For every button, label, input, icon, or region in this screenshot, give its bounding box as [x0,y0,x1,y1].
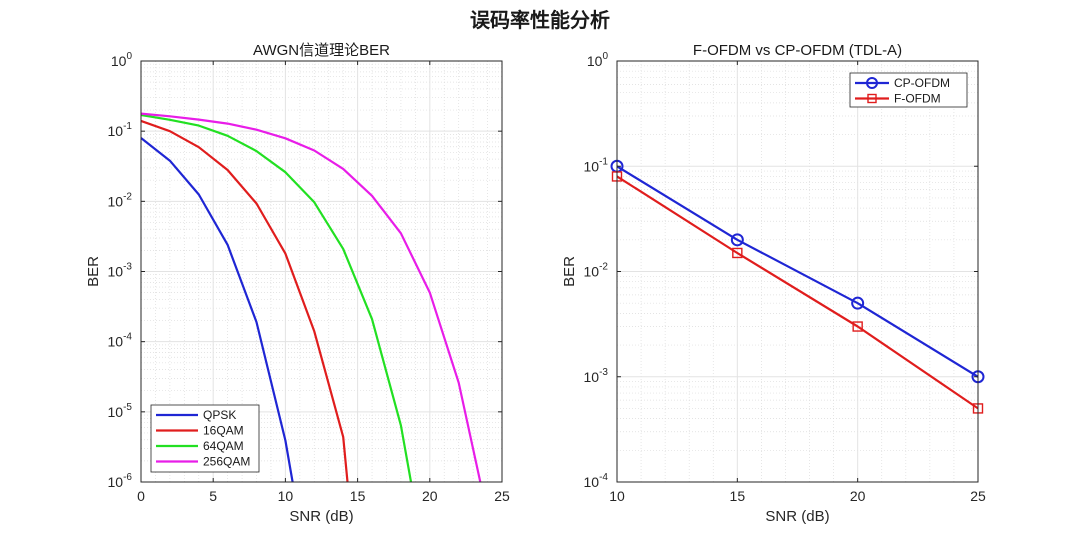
chart-title: F-OFDM vs CP-OFDM (TDL-A) [693,42,902,59]
legend: CP-OFDM F-OFDM [849,72,968,108]
data-point-cp-ofdm [851,296,865,310]
y-tick-label: 10-3 [108,262,133,280]
x-tick-label: 20 [422,488,438,504]
x-tick-label: 5 [209,488,217,504]
y-tick-label: 10-1 [108,121,133,139]
y-tick-label: 10-4 [584,472,609,490]
y-tick-label: 10-6 [108,472,133,490]
x-tick-label: 10 [278,488,294,504]
chart-1: 0 5 10 15 20 25 10-6 10-5 10-4 10-3 10-2 10-1 100 AWG… [85,42,510,525]
y-tick-label: 100 [587,51,609,69]
series-line-cp-ofdm [617,165,978,378]
chart-title: AWGN信道理论BER [253,42,390,59]
legend-label: 256QAM [203,455,250,469]
legend-label: 64QAM [203,439,244,453]
y-tick-label: 100 [111,51,133,69]
x-tick-label: 0 [137,488,145,504]
figure-title: 误码率性能分析 [470,8,610,32]
x-tick-label: 25 [494,488,510,504]
series-group [141,112,482,482]
y-tick-label: 10-2 [584,262,609,280]
data-point-f-ofdm [732,247,743,259]
x-tick-label: 10 [609,488,625,504]
y-tick-label: 10-5 [108,402,133,420]
x-axis-label: SNR (dB) [289,508,353,525]
legend-label: 16QAM [203,424,244,438]
data-point-cp-ofdm [730,233,744,247]
legend-label: F-OFDM [894,92,941,106]
y-tick-label: 10-4 [108,332,133,350]
series-line-f-ofdm [617,175,978,410]
y-axis-label: BER [561,256,578,287]
chart-2: 10 15 20 25 10-4 10-3 10-2 10-1 100 F-OFDM vs CP-… [561,42,986,525]
series-line-256qam [141,112,482,482]
x-tick-label: 25 [970,488,986,504]
series-line-qpsk [141,137,294,482]
x-tick-label: 20 [850,488,866,504]
y-tick-label: 10-2 [108,191,133,209]
y-tick-label: 10-1 [584,156,609,174]
series-line-64qam [141,113,413,482]
y-axis-label: BER [85,256,102,287]
legend-marker [867,93,877,104]
legend-marker [866,77,878,89]
series-group [617,165,978,410]
legend-label: QPSK [203,408,236,422]
legend-label: CP-OFDM [894,76,950,90]
y-tick-label: 10-3 [584,367,609,385]
series-line-16qam [141,119,349,482]
data-point-f-ofdm [852,321,863,332]
x-tick-label: 15 [730,488,746,504]
x-tick-label: 15 [350,488,366,504]
x-axis-label: SNR (dB) [765,508,829,525]
